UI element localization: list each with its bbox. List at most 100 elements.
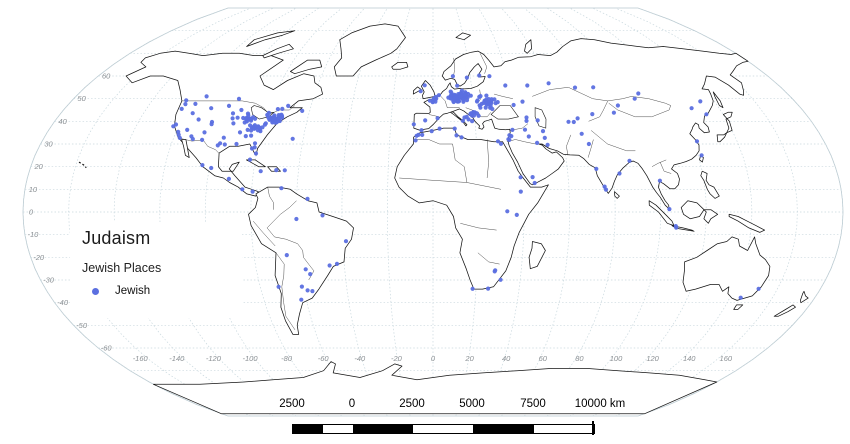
place-dot [250,189,255,194]
place-dot [468,93,473,98]
place-dot [545,142,550,147]
country-border [460,223,497,231]
continents-layer [125,23,809,415]
country-border [253,220,276,247]
place-dot [423,118,428,123]
place-dot [209,122,214,127]
svalbard [455,32,471,41]
new-guinea [728,213,765,233]
place-dot [265,112,270,117]
place-dot [252,141,258,146]
place-dot [262,122,268,127]
country-border [588,100,609,122]
africa [394,127,549,290]
place-dot [299,297,304,302]
place-dot [477,73,482,78]
place-dot [300,108,305,113]
place-dot [294,216,299,222]
place-dot [413,138,418,143]
country-border [486,139,489,179]
place-dot [477,94,482,99]
place-dot [484,97,489,102]
country-border [267,187,274,210]
tasmania [733,304,744,310]
place-dot [418,89,423,94]
place-dot [509,134,514,139]
lon-label: -80 [281,354,293,363]
place-dot [704,112,709,117]
borneo [680,200,705,220]
place-dot [247,157,253,162]
place-dot [460,118,465,123]
place-dot [239,107,244,113]
place-dot [310,289,315,294]
lon-label: -60 [318,354,330,363]
place-dot [699,153,704,158]
place-dot [449,90,454,95]
place-dot [540,129,546,134]
place-dot [667,207,672,212]
place-dot [411,122,416,127]
lat-label: 30 [44,140,53,149]
lon-label: 120 [646,354,659,363]
place-dot [657,178,663,183]
place-dot [461,97,466,102]
country-border [590,130,636,152]
place-dot [636,91,641,96]
place-dot [221,135,226,140]
place-dot [455,83,460,88]
place-dot [226,103,232,108]
place-dot [505,209,510,214]
sakhalin [712,91,724,109]
place-dot [452,126,457,131]
arctic-islands-2 [246,30,296,47]
country-border [453,57,455,77]
place-dot [483,105,488,110]
place-dot [275,107,280,112]
country-border [651,159,667,167]
place-dot [272,113,277,118]
place-dot [566,119,571,124]
place-dot [462,92,467,97]
place-dot [449,96,454,101]
place-dot [422,83,427,88]
place-dot [490,106,495,112]
place-dot [611,110,617,115]
place-dot [507,137,512,142]
place-dot [177,135,182,140]
lat-label: 20 [34,162,44,171]
place-dot [493,268,498,273]
place-dot [572,85,578,90]
place-dot [431,96,436,101]
place-dot [498,277,503,282]
lon-label: 80 [575,354,584,363]
place-dot [299,284,304,289]
place-dot [279,186,284,191]
place-dot [274,168,279,173]
place-dot [510,127,515,132]
country-border [452,143,468,183]
place-dot [237,130,243,135]
japan [716,111,733,143]
place-dot [615,103,621,108]
place-dot [511,102,516,108]
place-dot [435,116,440,121]
lon-label: 100 [610,354,623,363]
lon-label: 160 [720,354,733,363]
country-border [440,96,448,108]
place-dot [334,261,340,266]
place-dot [475,98,480,103]
cuba [246,159,266,168]
place-dot [481,100,486,105]
lat-label: 0 [29,208,34,217]
place-dot [419,128,424,133]
eurasia [413,38,749,210]
country-border [179,138,220,154]
place-dot [535,140,540,145]
place-dot [209,106,214,111]
place-dot [416,132,421,137]
country-border [532,87,608,102]
place-dot [571,119,576,125]
legend-item-jewish: Jewish [92,285,242,297]
